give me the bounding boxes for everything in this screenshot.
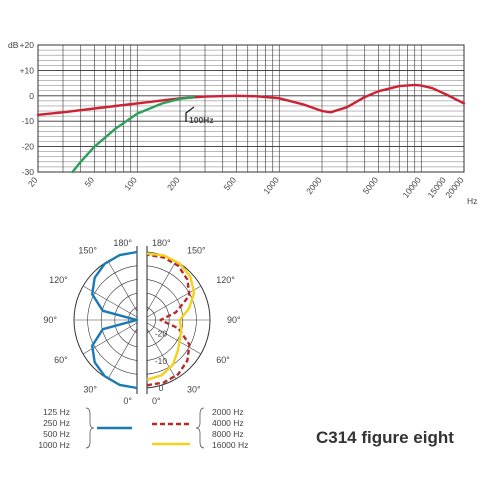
- radial-tick-label: -10: [155, 356, 168, 366]
- angle-label-left: 90°: [43, 315, 57, 325]
- y-tick-label: -30: [22, 167, 35, 177]
- polar-series-0: [91, 250, 139, 390]
- polar-spoke: [107, 260, 143, 321]
- legend-label-left: 500 Hz: [43, 429, 70, 439]
- legend-brace-right: [195, 407, 205, 449]
- grid-lines: [37, 44, 465, 173]
- x-tick-label: 200: [165, 175, 182, 193]
- figure-caption: C314 figure eight: [316, 428, 454, 447]
- legend-label-left: 125 Hz: [43, 407, 70, 417]
- angle-label-left: 30°: [83, 384, 97, 394]
- polar-spoke: [141, 319, 177, 380]
- y-tick-label: +20: [20, 40, 35, 50]
- x-tick-label: 10000: [400, 175, 423, 200]
- angle-label-right: 180°: [152, 238, 171, 248]
- polar-spoke: [141, 260, 177, 321]
- x-axis-unit: Hz: [467, 196, 477, 206]
- annotation-label: 100Hz: [189, 115, 214, 125]
- x-tick-label: 20000: [443, 175, 466, 200]
- x-tick-label: 1000: [261, 175, 281, 196]
- legend-label-left: 1000 Hz: [38, 440, 70, 450]
- y-tick-label: -10: [22, 116, 35, 126]
- x-tick-label: 15000: [425, 175, 448, 200]
- legend-label-right: 2000 Hz: [212, 407, 244, 417]
- angle-label-left: 150°: [78, 246, 97, 256]
- polar-spoke: [141, 285, 202, 321]
- series-line-0: [36, 83, 466, 116]
- y-axis-unit: dB: [8, 40, 19, 50]
- legend-label-left: 250 Hz: [43, 418, 70, 428]
- radial-tick-label: -20: [155, 329, 168, 339]
- x-tick-label: 500: [221, 175, 238, 193]
- legend-brace-left: [85, 407, 95, 449]
- x-tick-label: 100: [122, 175, 139, 193]
- legend-label-right: 16000 Hz: [212, 440, 248, 450]
- radial-tick-label: 0: [159, 383, 164, 393]
- polar-spoke: [141, 319, 202, 355]
- polar-series-2: [146, 252, 196, 381]
- polar-pattern-chart: 180° 180° 150° 150° 120° 120° 90° 90° 60° 60° 30° 3…: [43, 238, 241, 406]
- angle-label-left: 60°: [54, 355, 68, 365]
- y-tick-label: +10: [20, 65, 35, 75]
- angle-label-right: 60°: [216, 355, 230, 365]
- x-tick-label: 2000: [304, 175, 324, 196]
- angle-label-left: 0°: [123, 396, 132, 406]
- y-tick-label: -20: [22, 142, 35, 152]
- angle-label-right: 150°: [187, 246, 206, 256]
- y-tick-label: 0: [29, 91, 34, 101]
- plot-frame: [37, 44, 465, 173]
- polar-series-1: [146, 253, 191, 387]
- x-tick-label: 50: [82, 175, 96, 189]
- angle-label-right: 120°: [216, 275, 235, 285]
- angle-label-right: 0°: [152, 396, 161, 406]
- angle-label-left: 120°: [49, 275, 68, 285]
- angle-label-right: 30°: [187, 384, 201, 394]
- angle-label-left: 180°: [113, 238, 132, 248]
- series-line-1: [71, 96, 195, 174]
- legend-label-right: 8000 Hz: [212, 429, 244, 439]
- x-tick-label: 5000: [361, 175, 381, 196]
- legend-label-right: 4000 Hz: [212, 418, 244, 428]
- polar-spoke: [107, 319, 143, 380]
- angle-label-right: 90°: [227, 315, 241, 325]
- annotation-bracket: [185, 106, 195, 122]
- center-gap: [137, 248, 147, 392]
